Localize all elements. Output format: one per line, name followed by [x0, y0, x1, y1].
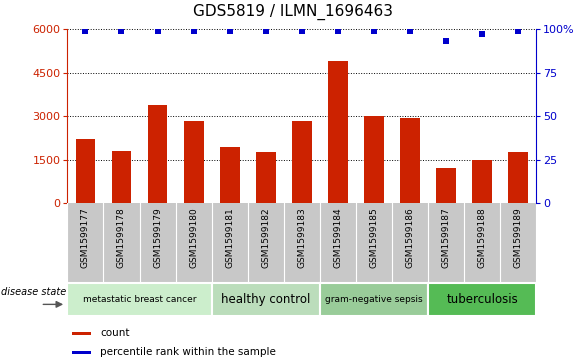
Text: GSM1599180: GSM1599180 [189, 207, 198, 268]
Bar [256, 152, 275, 203]
Text: healthy control: healthy control [221, 293, 311, 306]
Point [441, 38, 451, 44]
Text: gram-negative sepsis: gram-negative sepsis [325, 295, 423, 304]
Text: GSM1599189: GSM1599189 [514, 207, 523, 268]
Point [478, 31, 487, 37]
Bar [212, 283, 320, 316]
Text: GSM1599182: GSM1599182 [261, 207, 270, 268]
Bar [436, 168, 456, 203]
Text: GSM1599187: GSM1599187 [441, 207, 451, 268]
Text: GSM1599188: GSM1599188 [478, 207, 486, 268]
Text: GSM1599185: GSM1599185 [369, 207, 379, 268]
Point [261, 28, 270, 34]
Text: count: count [100, 328, 130, 338]
Bar [76, 139, 96, 203]
Bar [364, 116, 384, 203]
Text: tuberculosis: tuberculosis [446, 293, 518, 306]
Point [333, 28, 343, 34]
Bar [508, 152, 528, 203]
Text: GSM1599181: GSM1599181 [225, 207, 234, 268]
Bar [183, 121, 203, 203]
Point [189, 28, 198, 34]
Text: GDS5819 / ILMN_1696463: GDS5819 / ILMN_1696463 [193, 4, 393, 20]
Text: metastatic breast cancer: metastatic breast cancer [83, 295, 196, 304]
Bar [292, 121, 312, 203]
Point [117, 28, 126, 34]
Point [297, 28, 306, 34]
Bar [72, 332, 91, 335]
Text: percentile rank within the sample: percentile rank within the sample [100, 347, 276, 357]
Bar [111, 151, 131, 203]
Bar [400, 118, 420, 203]
Point [81, 28, 90, 34]
Point [369, 28, 379, 34]
Text: GSM1599184: GSM1599184 [333, 207, 342, 268]
Text: GSM1599179: GSM1599179 [153, 207, 162, 268]
Bar [67, 283, 212, 316]
Text: disease state: disease state [1, 287, 67, 297]
Text: GSM1599183: GSM1599183 [297, 207, 306, 268]
Text: GSM1599178: GSM1599178 [117, 207, 126, 268]
Bar [472, 160, 492, 203]
Bar [320, 283, 428, 316]
Point [225, 28, 234, 34]
Bar [428, 283, 536, 316]
Point [513, 28, 523, 34]
Bar [148, 105, 168, 203]
Bar [328, 61, 347, 203]
Point [406, 28, 415, 34]
Text: GSM1599186: GSM1599186 [406, 207, 414, 268]
Bar [220, 147, 240, 203]
Text: GSM1599177: GSM1599177 [81, 207, 90, 268]
Point [153, 28, 162, 34]
Bar [72, 351, 91, 354]
